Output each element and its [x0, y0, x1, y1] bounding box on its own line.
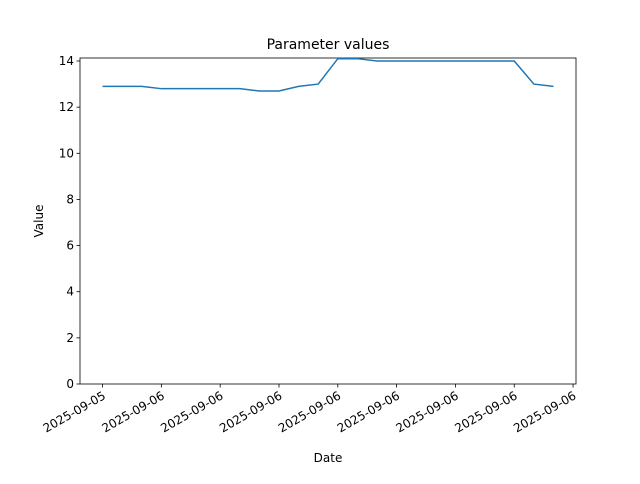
y-tick-label: 4 — [66, 285, 74, 299]
x-tick-label: 2025-09-06 — [335, 388, 402, 435]
y-tick-label: 10 — [59, 146, 74, 160]
x-tick-label: 2025-09-05 — [41, 388, 108, 435]
axes-frame — [79, 57, 577, 385]
x-tick-label: 2025-09-06 — [452, 388, 519, 435]
y-tick-label: 0 — [66, 377, 74, 391]
x-tick-label: 2025-09-06 — [511, 388, 578, 435]
y-tick-label: 6 — [66, 239, 74, 253]
y-tick-label: 8 — [66, 192, 74, 206]
x-tick-label: 2025-09-06 — [276, 388, 343, 435]
x-tick-label: 2025-09-06 — [217, 388, 284, 435]
x-tick-label: 2025-09-06 — [394, 388, 461, 435]
line — [102, 57, 554, 92]
y-tick-label: 14 — [59, 54, 74, 68]
x-tick-label: 2025-09-06 — [158, 388, 225, 435]
chart-title: Parameter values — [267, 37, 390, 53]
y-axis-label: Value — [32, 205, 46, 238]
x-axis-label: Date — [314, 451, 343, 465]
x-tick-label: 2025-09-06 — [99, 388, 166, 435]
y-tick-label: 12 — [59, 100, 74, 114]
y-tick-label: 2 — [66, 331, 74, 345]
